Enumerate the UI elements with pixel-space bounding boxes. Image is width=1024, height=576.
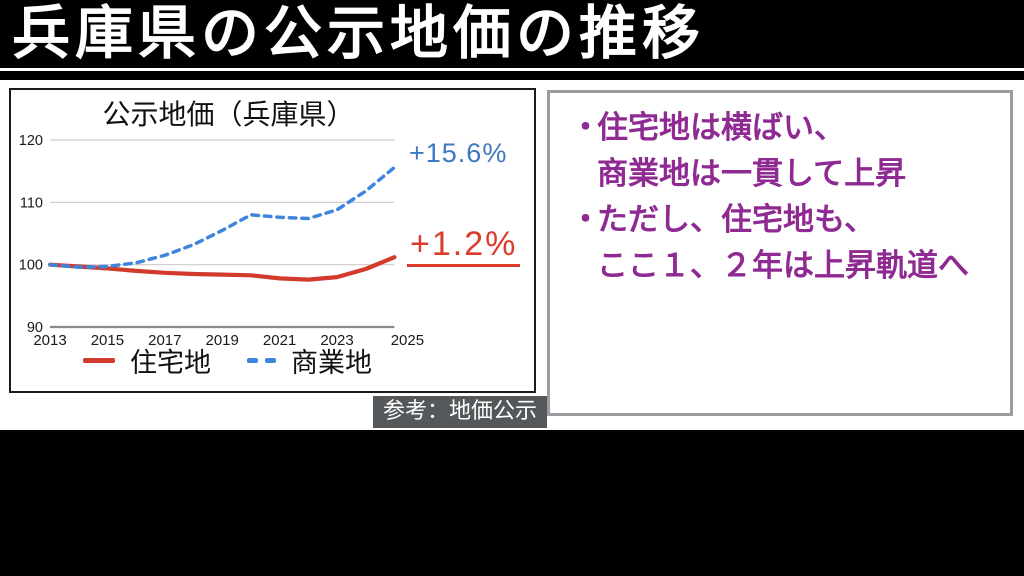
land-price-chart-panel: 120 110 100 90 2013 2015 2017 2019 2021 2023 2025 … xyxy=(9,88,536,393)
x-tick-label: 2017 xyxy=(148,332,181,349)
x-tick-label: 2013 xyxy=(33,332,66,349)
legend-item-commercial: 商業地 xyxy=(247,341,372,380)
note-line-3-text: ただし、住宅地も、 xyxy=(597,202,876,237)
x-tick-label: 2019 xyxy=(206,332,239,349)
title-band xyxy=(0,0,1024,68)
residential-change-annotation: +1.2% xyxy=(407,225,521,268)
source-caption: 参考：地価公示 xyxy=(373,396,548,428)
bullet-icon: ・ xyxy=(570,202,601,237)
commercial-change-annotation: +15.6% xyxy=(409,138,508,168)
y-tick-label: 100 xyxy=(19,258,43,274)
chart-title: 公示地価（兵庫県） xyxy=(102,99,355,130)
y-tick-label: 120 xyxy=(19,133,43,149)
x-tick-label: 2015 xyxy=(91,332,124,349)
commercial-dashed-marker-icon xyxy=(247,358,276,363)
note-line-1-text: 住宅地は横ばい、 xyxy=(597,110,845,145)
title-underline xyxy=(0,68,1024,71)
residential-line-marker-icon xyxy=(83,358,115,363)
commentary-lines: ・ 住宅地は横ばい、 商業地は一貫して上昇 ・ ただし、住宅地も、 ここ１、２年… xyxy=(550,93,1010,289)
legend-label-residential: 住宅地 xyxy=(130,348,211,378)
note-line-2: 商業地は一貫して上昇 xyxy=(570,151,1010,197)
series-line-住宅地 xyxy=(47,255,397,282)
note-line-1: ・ 住宅地は横ばい、 xyxy=(570,105,1010,151)
commentary-box: ・ 住宅地は横ばい、 商業地は一貫して上昇 ・ ただし、住宅地も、 ここ１、２年… xyxy=(547,90,1013,416)
slide-title: 兵庫県の公示地価の推移 xyxy=(12,1,706,66)
note-line-2-text: 商業地は一貫して上昇 xyxy=(597,156,907,191)
note-line-3: ・ ただし、住宅地も、 xyxy=(570,197,1010,243)
bullet-icon: ・ xyxy=(570,110,601,145)
chart-legend: 住宅地 商業地 xyxy=(11,341,444,380)
note-line-4-text: ここ１、２年は上昇軌道へ xyxy=(597,248,969,283)
y-tick-label: 90 xyxy=(27,320,43,336)
series-line-商業地 xyxy=(48,165,397,269)
legend-item-residential: 住宅地 xyxy=(83,341,211,380)
note-line-4: ここ１、２年は上昇軌道へ xyxy=(570,243,1010,289)
x-tick-label: 2025 xyxy=(391,332,424,349)
x-tick-label: 2021 xyxy=(263,332,296,349)
legend-label-commercial: 商業地 xyxy=(291,348,372,378)
x-tick-label: 2023 xyxy=(320,332,353,349)
y-tick-label: 110 xyxy=(20,195,43,211)
